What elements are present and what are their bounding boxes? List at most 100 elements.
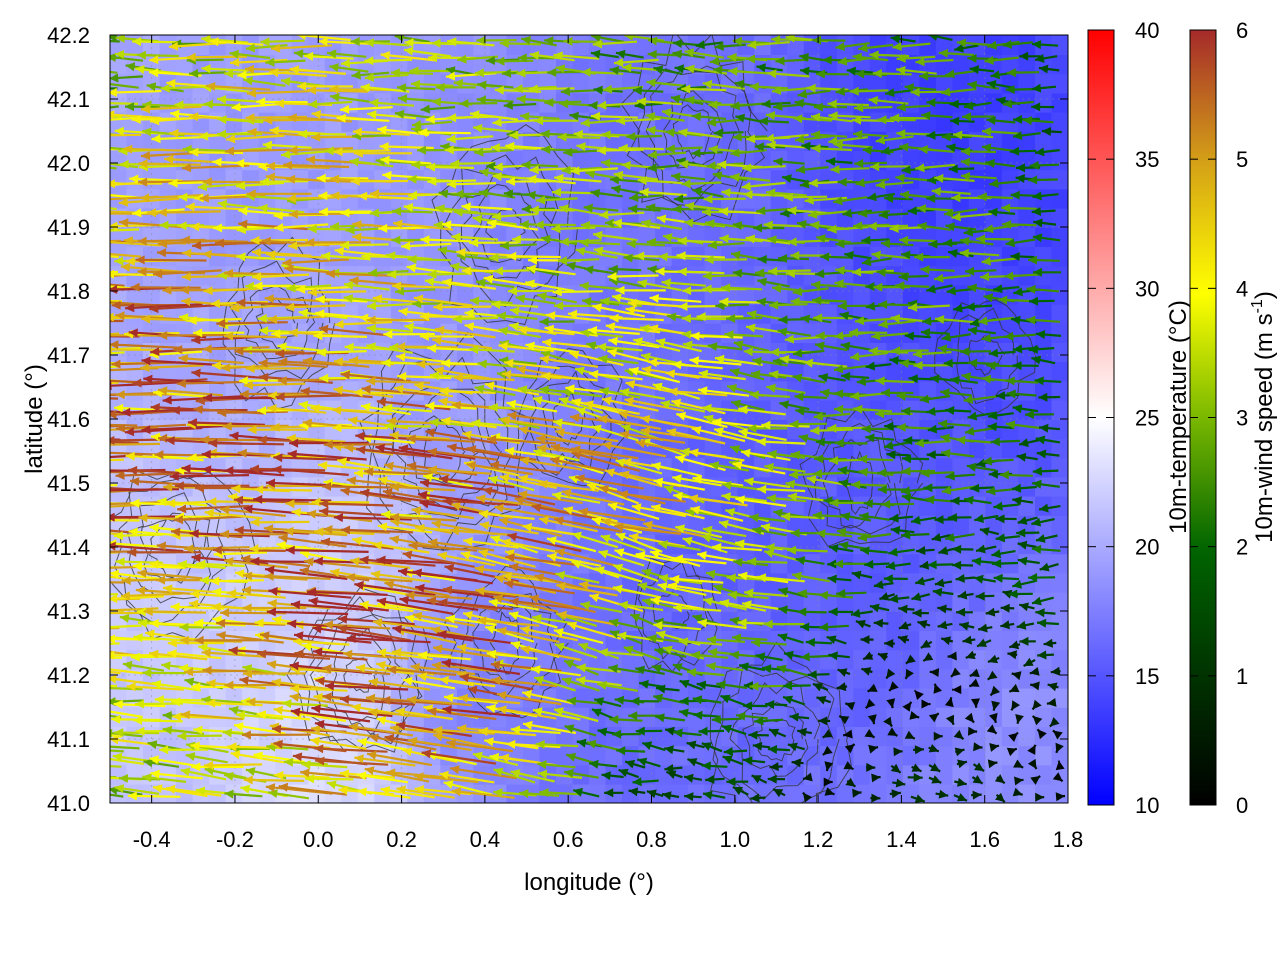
- temperature-cell: [242, 399, 260, 420]
- temperature-cell: [886, 649, 904, 670]
- x-axis-label: longitude (°): [524, 869, 654, 896]
- temperature-cell: [1051, 399, 1068, 420]
- temperature-cell: [275, 630, 293, 651]
- temperature-cell: [589, 764, 607, 785]
- temperature-cell: [787, 150, 805, 171]
- temperature-cell: [341, 419, 359, 439]
- temperature-colorbar-label: 10m-temperature (°C): [1165, 300, 1192, 534]
- temperature-cell: [886, 611, 904, 631]
- temperature-cell: [159, 92, 177, 113]
- temperature-cell: [159, 246, 177, 267]
- temperature-cell: [143, 495, 161, 516]
- temperature-cell: [869, 572, 888, 593]
- x-tick-label: 0.2: [386, 827, 417, 852]
- y-tick-label: 41.8: [47, 279, 90, 304]
- temperature-cell: [1051, 783, 1068, 803]
- temperature-cell: [869, 342, 888, 363]
- temperature-cell: [176, 361, 194, 382]
- temperature-cell: [1051, 111, 1068, 132]
- temperature-cell: [589, 783, 607, 803]
- temperature-cell: [456, 169, 475, 190]
- x-tick-label: 0.0: [303, 827, 334, 852]
- temperature-cell: [803, 495, 821, 516]
- temperature-cell: [225, 111, 243, 132]
- temperature-cell: [853, 284, 871, 305]
- temperature-cell: [853, 265, 871, 286]
- temperature-cell: [803, 707, 821, 727]
- temperature-cell: [836, 92, 855, 113]
- temperature-cell: [1035, 630, 1053, 651]
- temperature-cell: [357, 111, 376, 132]
- temperature-cell: [968, 687, 987, 708]
- temperature-cell: [489, 92, 508, 113]
- temperature-cell: [820, 649, 838, 670]
- x-tick-label: 0.6: [553, 827, 584, 852]
- temperature-cell: [622, 726, 640, 747]
- temperature-cell: [853, 591, 871, 612]
- temperature-cell: [688, 553, 706, 574]
- temperature-cell: [126, 361, 144, 382]
- temperature-cell: [407, 265, 425, 286]
- colorbar-tick-label: 15: [1135, 664, 1159, 689]
- temperature-cell: [192, 457, 210, 478]
- temperature-cell: [242, 150, 260, 171]
- temperature-cell: [506, 35, 524, 55]
- y-tick-label: 41.4: [47, 535, 90, 560]
- temperature-cell: [737, 726, 755, 747]
- temperature-cell: [985, 169, 1003, 190]
- temperature-cell: [886, 534, 904, 555]
- temperature-cell: [820, 207, 838, 228]
- temperature-cell: [1018, 419, 1036, 439]
- temperature-cell: [704, 323, 722, 343]
- temperature-cell: [869, 495, 888, 516]
- colorbar-tick-label: 10: [1135, 793, 1159, 818]
- y-tick-label: 41.7: [47, 343, 90, 368]
- temperature-cell: [1001, 572, 1020, 593]
- temperature-cell: [1051, 591, 1068, 612]
- y-axis-label: latitude (°): [21, 364, 48, 474]
- temperature-cell: [704, 438, 722, 459]
- temperature-cell: [423, 35, 442, 55]
- temperature-cell: [886, 764, 904, 785]
- temperature-cell: [1051, 361, 1068, 382]
- temperature-cell: [754, 227, 772, 247]
- temperature-cell: [324, 35, 342, 55]
- temperature-cell: [622, 668, 640, 689]
- temperature-cell: [589, 630, 607, 651]
- temperature-cell: [275, 169, 293, 190]
- temperature-cell: [489, 188, 508, 209]
- y-tick-label: 41.0: [47, 791, 90, 816]
- temperature-cell: [440, 207, 458, 228]
- x-tick-label: 0.4: [470, 827, 501, 852]
- colorbar-tick-label: 25: [1135, 406, 1159, 431]
- temperature-cell: [622, 495, 640, 516]
- temperature-cell: [291, 783, 309, 803]
- temperature-cell: [209, 457, 227, 478]
- temperature-cell: [1001, 169, 1020, 190]
- y-tick-label: 41.3: [47, 599, 90, 624]
- temperature-cell: [721, 131, 739, 151]
- temperature-cell: [655, 35, 673, 55]
- temperature-cell: [688, 630, 706, 651]
- temperature-cell: [869, 438, 888, 459]
- temperature-cell: [754, 54, 772, 75]
- temperature-cell: [143, 707, 161, 727]
- temperature-cell: [721, 246, 739, 267]
- temperature-cell: [1051, 246, 1068, 267]
- temperature-cell: [671, 745, 689, 766]
- wind-arrow: [110, 518, 118, 521]
- temperature-cell: [1001, 668, 1020, 689]
- temperature-cell: [522, 649, 541, 670]
- temperature-cell: [341, 323, 359, 343]
- temperature-cell: [159, 265, 177, 286]
- y-tick-label: 41.2: [47, 663, 90, 688]
- temperature-cell: [440, 227, 458, 247]
- y-tick-label: 42.1: [47, 87, 90, 112]
- temperature-cell: [456, 342, 475, 363]
- temperature-cell: [754, 687, 772, 708]
- y-tick-label: 41.9: [47, 215, 90, 240]
- temperature-cell: [655, 649, 673, 670]
- temperature-cell: [803, 361, 821, 382]
- temperature-cell: [456, 35, 475, 55]
- temperature-cell: [803, 399, 821, 420]
